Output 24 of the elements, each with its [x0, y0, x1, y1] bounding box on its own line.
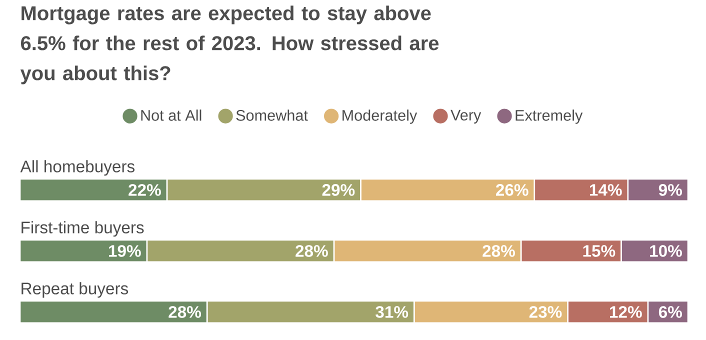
legend-label: Very [450, 110, 482, 124]
data-label: 28% [168, 306, 202, 318]
legend-label: Extremely [516, 110, 583, 124]
data-label: 9% [658, 184, 682, 196]
data-label: 19% [109, 245, 141, 257]
y-tick-label: First-time buyers [22, 221, 144, 237]
data-label: 29% [322, 184, 355, 196]
data-label: 23% [529, 306, 562, 318]
data-label: 10% [650, 245, 682, 257]
y-tick-label: Repeat buyers [22, 282, 128, 298]
data-label: 26% [496, 184, 528, 196]
legend-label: Not at All [141, 110, 202, 121]
chart-title: Mortgage rates are expected to stay above 6.5% for the rest of 2023. How stressed are you about this? [20, 6, 439, 84]
data-label: 31% [376, 306, 408, 318]
legend-label: Moderately [342, 110, 418, 124]
data-label: 12% [610, 306, 642, 318]
data-label: 6% [658, 306, 682, 318]
data-label: 28% [482, 245, 515, 257]
data-label: 22% [128, 184, 161, 196]
data-label: 28% [296, 245, 328, 257]
data-label: 14% [590, 184, 622, 196]
legend-label: Somewhat [236, 110, 308, 121]
data-label: 15% [583, 245, 616, 257]
y-tick-label: All homebuyers [20, 160, 135, 176]
